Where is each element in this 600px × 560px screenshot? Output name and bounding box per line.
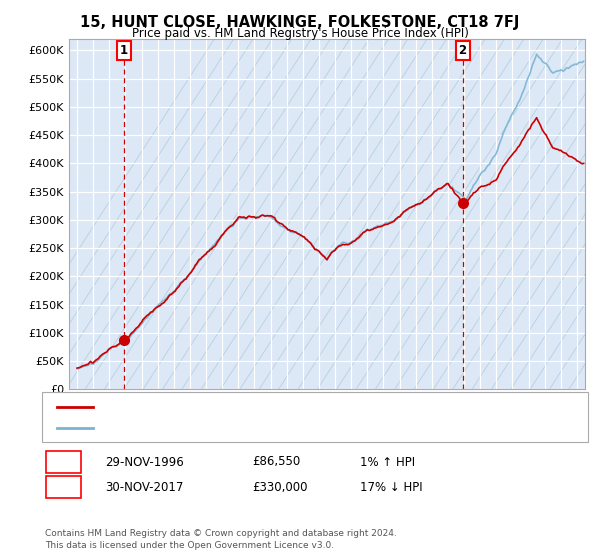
Text: 2: 2 [458,44,467,58]
Text: £86,550: £86,550 [252,455,300,469]
Text: 17% ↓ HPI: 17% ↓ HPI [360,480,422,494]
Text: 1: 1 [120,44,128,58]
Text: 1: 1 [59,455,68,469]
Text: Contains HM Land Registry data © Crown copyright and database right 2024.
This d: Contains HM Land Registry data © Crown c… [45,529,397,550]
Text: 15, HUNT CLOSE, HAWKINGE, FOLKESTONE, CT18 7FJ: 15, HUNT CLOSE, HAWKINGE, FOLKESTONE, CT… [80,15,520,30]
Text: £330,000: £330,000 [252,480,308,494]
Text: HPI: Average price, detached house, Folkestone and Hythe: HPI: Average price, detached house, Folk… [99,422,420,432]
Text: 2: 2 [59,480,68,494]
Text: Price paid vs. HM Land Registry's House Price Index (HPI): Price paid vs. HM Land Registry's House … [131,27,469,40]
Text: 29-NOV-1996: 29-NOV-1996 [105,455,184,469]
Text: 1% ↑ HPI: 1% ↑ HPI [360,455,415,469]
Text: 15, HUNT CLOSE, HAWKINGE, FOLKESTONE, CT18 7FJ (detached house): 15, HUNT CLOSE, HAWKINGE, FOLKESTONE, CT… [99,402,490,412]
Text: 30-NOV-2017: 30-NOV-2017 [105,480,184,494]
